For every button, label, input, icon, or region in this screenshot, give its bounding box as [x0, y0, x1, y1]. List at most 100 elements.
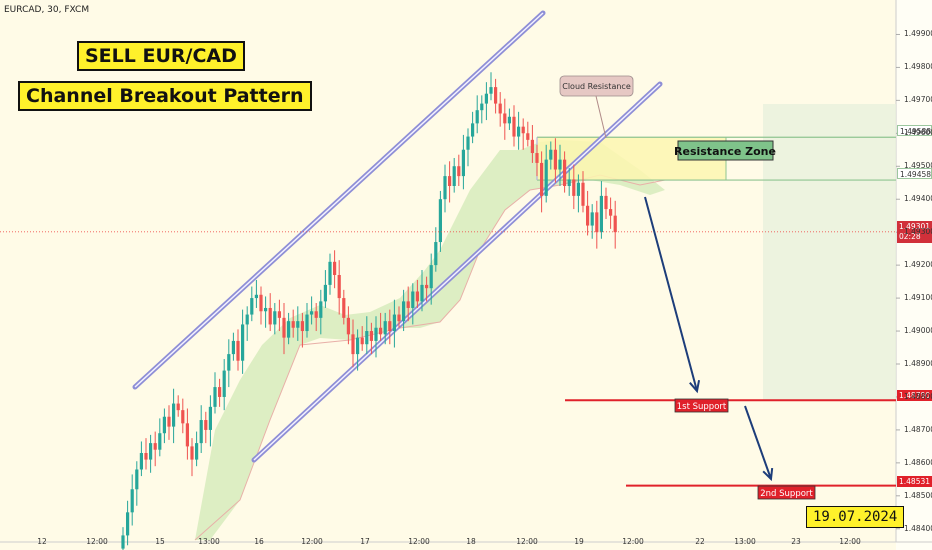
candle-body: [126, 512, 130, 536]
candle-94: [553, 138, 557, 183]
candle-body: [218, 387, 222, 397]
candle-34: [277, 299, 281, 332]
candle-body: [397, 314, 401, 322]
candle-45: [328, 253, 332, 295]
candle-body: [599, 195, 603, 233]
candle-33: [273, 303, 277, 335]
x-tick-label: 12:00: [86, 537, 108, 546]
candle-body: [392, 314, 396, 332]
candle-body: [567, 179, 571, 186]
candle-8: [158, 418, 162, 457]
candle-body: [613, 215, 617, 233]
candle-15: [190, 438, 194, 477]
candle-body: [448, 176, 452, 186]
candle-102: [590, 204, 594, 239]
candle-55: [374, 316, 378, 358]
candle-body: [319, 301, 323, 318]
candle-86: [517, 111, 521, 150]
x-tick-label: 12:00: [516, 537, 538, 546]
candle-body: [130, 489, 134, 513]
x-tick-label: 18: [466, 537, 476, 546]
candle-76: [471, 111, 475, 144]
support1-label-bg: [674, 398, 729, 413]
candle-body: [503, 113, 507, 124]
x-tick-label: 22: [695, 537, 705, 546]
candle-body: [264, 307, 268, 312]
candle-68: [434, 227, 438, 272]
candle-72: [452, 157, 456, 193]
candle-body: [204, 420, 208, 430]
x-tick-label: 13:00: [734, 537, 756, 546]
candle-80: [489, 72, 493, 101]
candle-53: [365, 316, 369, 355]
candle-1: [126, 500, 130, 546]
y-tick-label: 1.49000: [904, 326, 932, 336]
date-box: 19.07.2024: [806, 506, 905, 528]
candle-body: [388, 321, 392, 332]
candle-body: [259, 294, 263, 312]
arrow-to-support1-shaft: [644, 196, 698, 392]
candle-body: [287, 321, 291, 338]
x-tick-label: 15: [155, 537, 165, 546]
y-tick-label: 1.49800: [904, 62, 932, 72]
candle-101: [586, 190, 590, 236]
candle-56: [379, 312, 383, 341]
candle-31: [264, 296, 268, 328]
candle-body: [443, 176, 447, 200]
arrow-to-support2-head: [762, 467, 774, 482]
candle-66: [425, 276, 429, 302]
candle-36: [287, 312, 291, 345]
candle-body: [360, 337, 364, 345]
candle-body: [333, 261, 337, 275]
candle-22: [222, 359, 226, 411]
candle-body: [383, 321, 387, 335]
y-tick-label: 1.49300: [904, 227, 932, 237]
x-tick-label: 13:00: [198, 537, 220, 546]
candle-105: [604, 187, 608, 219]
candle-body: [581, 182, 585, 206]
candle-body: [558, 159, 562, 170]
candle-96: [563, 151, 567, 193]
support1-label-text: 1st Support: [677, 402, 727, 412]
candle-46: [333, 250, 337, 289]
candle-90: [535, 144, 539, 177]
candle-26: [241, 309, 245, 374]
candle-body: [530, 139, 534, 154]
candle-body: [471, 123, 475, 137]
candle-35: [282, 303, 286, 355]
resistance-zone-label-text: Resistance Zone: [674, 145, 776, 158]
candle-body: [195, 443, 199, 460]
candle-41: [310, 296, 314, 325]
candle-19: [208, 395, 212, 447]
candle-50: [351, 319, 355, 368]
candle-60: [397, 306, 401, 328]
candle-89: [530, 125, 534, 163]
candle-body: [604, 195, 608, 210]
candle-body: [415, 291, 419, 302]
candle-body: [310, 311, 314, 315]
candle-body: [273, 311, 277, 325]
candle-body: [236, 340, 240, 361]
candle-106: [609, 197, 613, 229]
y-tick-label: 1.49700: [904, 95, 932, 105]
y-tick-label: 1.49600: [904, 128, 932, 138]
candle-73: [457, 154, 461, 186]
candle-9: [162, 408, 166, 444]
candle-body: [356, 337, 360, 355]
y-tick-label: 1.48700: [904, 424, 932, 434]
y-tick-label: 1.48400: [904, 523, 932, 533]
candle-body: [438, 199, 442, 243]
price-axis-area: [896, 0, 932, 550]
candle-body: [314, 311, 318, 318]
x-tick-label: 12:00: [408, 537, 430, 546]
candle-body: [121, 535, 125, 549]
candle-99: [576, 174, 580, 213]
candle-body: [365, 331, 369, 345]
candle-84: [507, 108, 511, 130]
candle-67: [429, 253, 433, 305]
y-tick-label: 1.49100: [904, 293, 932, 303]
candle-81: [494, 78, 498, 114]
support1-label: 1st Support: [674, 398, 729, 413]
candle-body: [466, 136, 470, 150]
